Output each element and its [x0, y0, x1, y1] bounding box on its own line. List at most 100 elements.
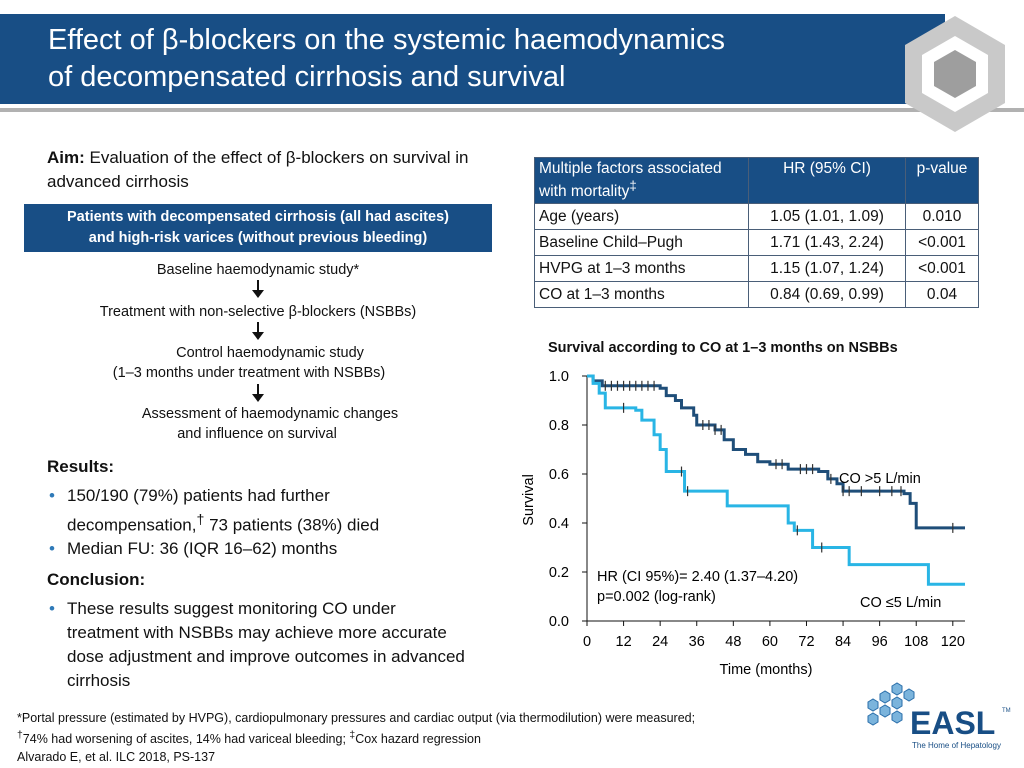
table-header-pvalue: p-value: [905, 156, 979, 205]
slide-title-line2: of decompensated cirrhosis and survival: [48, 61, 566, 93]
table-cell-pvalue: <0.001: [905, 255, 979, 283]
footnotes: *Portal pressure (estimated by HVPG), ca…: [17, 709, 837, 766]
x-tick-label: 60: [762, 634, 778, 650]
x-tick-label: 12: [616, 634, 632, 650]
table-cell-factor: HVPG at 1–3 months: [534, 255, 749, 283]
chart-title: Survival according to CO at 1–3 months o…: [548, 340, 898, 356]
x-axis-label: Time (months): [720, 662, 813, 678]
results-bullet2-text: Median FU: 36 (IQR 16–62) months: [67, 539, 338, 558]
flow-step-treatment: Treatment with non-selective β-blockers …: [99, 304, 417, 320]
hazard-ratio-annotation: HR (CI 95%)= 2.40 (1.37–4.20): [597, 569, 798, 585]
x-tick-label: 48: [725, 634, 741, 650]
bullet-dot-icon: •: [49, 539, 55, 558]
footnote-line1: *Portal pressure (estimated by HVPG), ca…: [17, 711, 696, 725]
bullet-dot-icon: •: [49, 486, 55, 505]
x-tick-label: 96: [872, 634, 888, 650]
series-label-high-co: CO >5 L/min: [839, 471, 921, 487]
hexagon-logo-icon: [900, 14, 1010, 134]
table-row: CO at 1–3 months 0.84 (0.69, 0.99) 0.04: [534, 281, 979, 309]
table-header-row: Multiple factors associated with mortali…: [534, 156, 979, 205]
y-tick-label: 0.8: [549, 418, 569, 434]
easl-logo: EASL TM The Home of Hepatology: [858, 672, 1013, 762]
y-axis-label: Survival: [521, 474, 537, 526]
title-band: [0, 14, 945, 104]
chart-axes: [586, 376, 965, 622]
flow-step-baseline: Baseline haemodynamic study*: [156, 262, 360, 278]
slide-header: Effect of β-blockers on the systemic hae…: [0, 0, 1024, 132]
table-header-factors-text: Multiple factors associated with mortali…: [539, 160, 722, 201]
x-tick-label: 84: [835, 634, 851, 650]
y-tick-label: 1.0: [549, 369, 569, 385]
table-cell-factor: CO at 1–3 months: [534, 281, 749, 309]
series-label-low-co: CO ≤5 L/min: [860, 595, 941, 611]
table-header-hr: HR (95% CI): [748, 156, 906, 205]
table-cell-hr: 1.15 (1.07, 1.24): [748, 255, 906, 283]
patient-population-line1: Patients with decompensated cirrhosis (a…: [67, 209, 449, 225]
survival-curve-low-co: [587, 374, 965, 586]
x-tick-label: 108: [904, 634, 928, 650]
footnote-line2-b: Cox hazard regression: [355, 732, 481, 747]
table-cell-hr: 1.05 (1.01, 1.09): [748, 203, 906, 231]
double-dagger-mark: ‡: [349, 730, 356, 741]
table-cell-hr: 0.84 (0.69, 0.99): [748, 281, 906, 309]
flow-step-control-line1: Control haemodynamic study: [176, 345, 364, 361]
footnote-line2: †74% had worsening of ascites, 14% had v…: [17, 727, 837, 748]
aim-description: Evaluation of the effect of β-blockers o…: [47, 148, 469, 191]
table-cell-pvalue: <0.001: [905, 229, 979, 257]
survival-chart: 0.0 0.2 0.4 0.6 0.8 1.0 0 12 24 36 48 60 72 84 96 108 12…: [521, 369, 965, 678]
x-tick-label: 24: [652, 634, 668, 650]
table-row: HVPG at 1–3 months 1.15 (1.07, 1.24) <0.…: [534, 255, 979, 283]
table-row: Age (years) 1.05 (1.01, 1.09) 0.010: [534, 203, 979, 231]
slide-title-line1: Effect of β-blockers on the systemic hae…: [48, 24, 725, 56]
conclusion-bullet: • These results suggest monitoring CO un…: [47, 597, 467, 693]
patient-population-box: Patients with decompensated cirrhosis (a…: [24, 204, 492, 252]
results-bullet1-line1: 150/190 (79%) patients had further: [67, 486, 330, 505]
flow-arrow-2: [252, 322, 264, 340]
aim-text: Aim: Evaluation of the effect of β-block…: [47, 146, 477, 194]
y-tick-label: 0.4: [549, 516, 569, 532]
patient-population-line2: and high-risk varices (without previous …: [88, 230, 428, 246]
dagger-mark: †: [196, 512, 205, 528]
y-tick-label: 0.6: [549, 467, 569, 483]
table-cell-factor: Age (years): [534, 203, 749, 231]
table-row: Baseline Child–Pugh 1.71 (1.43, 2.24) <0…: [534, 229, 979, 257]
y-tick-label: 0.2: [549, 565, 569, 581]
conclusion-bullet-text: These results suggest monitoring CO unde…: [67, 599, 465, 690]
results-bullet-median-fu: • Median FU: 36 (IQR 16–62) months: [47, 537, 477, 561]
flow-step-assessment-line2: and influence on survival: [177, 426, 337, 442]
chart-ticks: 0.0 0.2 0.4 0.6 0.8 1.0 0 12 24 36 48 60 72 84 96 108 12…: [549, 369, 965, 650]
easl-hexagons-icon: EASL TM The Home of Hepatology: [867, 682, 1011, 750]
table-cell-hr: 1.71 (1.43, 2.24): [748, 229, 906, 257]
x-tick-label: 120: [941, 634, 965, 650]
double-dagger-mark: ‡: [629, 178, 637, 193]
footnote-line2-a: 74% had worsening of ascites, 14% had va…: [22, 732, 350, 747]
easl-tagline: The Home of Hepatology: [912, 741, 1001, 750]
bullet-dot-icon: •: [49, 599, 55, 618]
dagger-mark: †: [17, 730, 23, 741]
mortality-factors-table: Multiple factors associated with mortali…: [534, 156, 979, 309]
table-cell-pvalue: 0.010: [905, 203, 979, 231]
results-heading: Results:: [47, 457, 115, 476]
citation: Alvarado E, et al. ILC 2018, PS-137: [17, 750, 216, 765]
results-bullet1-line2: decompensation,† 73 patients (38%) died: [67, 508, 477, 538]
x-tick-label: 36: [689, 634, 705, 650]
chart-series: [587, 374, 965, 586]
flow-step-assessment: Assessment of haemodynamic changes and i…: [80, 404, 460, 444]
flow-step-control-line2: (1–3 months under treatment with NSBBs): [112, 365, 386, 381]
flow-arrow-3: [252, 384, 264, 402]
table-cell-pvalue: 0.04: [905, 281, 979, 309]
flow-arrow-1: [252, 280, 264, 298]
results-bullet1-decompensation: decompensation,: [67, 515, 197, 535]
flow-step-control: Control haemodynamic study (1–3 months u…: [80, 343, 460, 383]
flow-step-assessment-line1: Assessment of haemodynamic changes: [141, 406, 399, 422]
x-tick-label: 72: [798, 634, 814, 650]
results-bullet-decompensation: • 150/190 (79%) patients had further dec…: [47, 484, 477, 538]
logrank-annotation: p=0.002 (log-rank): [597, 589, 716, 605]
easl-wordmark: EASL: [910, 705, 995, 741]
table-cell-factor: Baseline Child–Pugh: [534, 229, 749, 257]
results-bullet1-died: 73 patients (38%) died: [204, 515, 380, 535]
table-header-factors: Multiple factors associated with mortali…: [534, 156, 749, 205]
slide-title: Effect of β-blockers on the systemic hae…: [48, 22, 888, 96]
x-tick-label: 0: [583, 634, 591, 650]
aim-label: Aim:: [47, 148, 85, 167]
